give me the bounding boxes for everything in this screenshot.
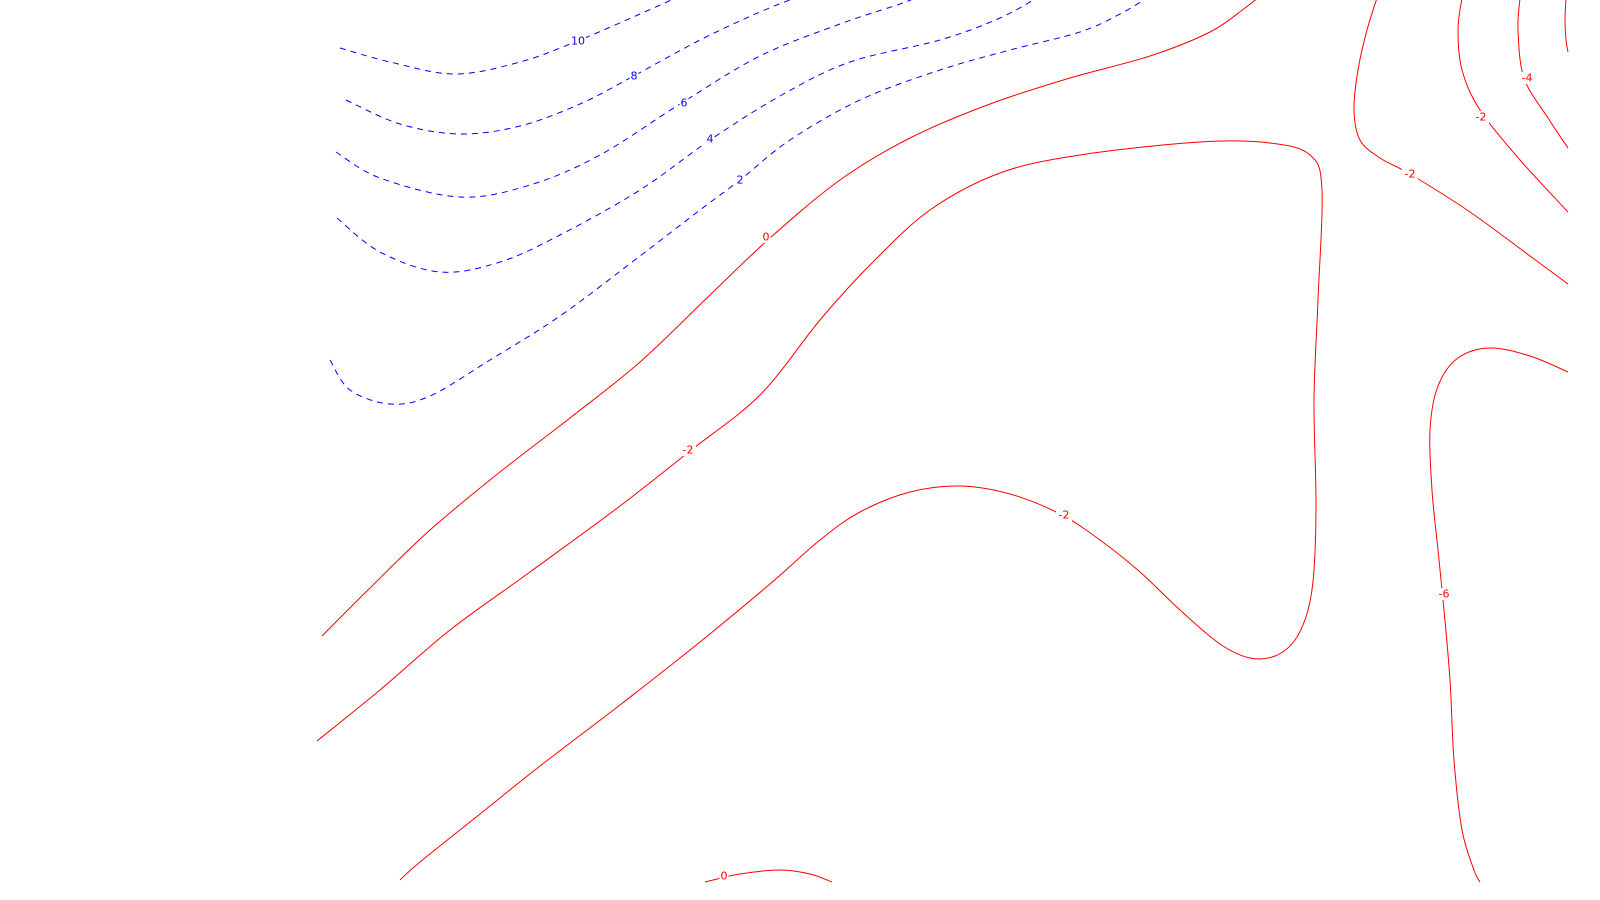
contour-label: 6 (681, 97, 688, 110)
contour-lines (316, 0, 1569, 883)
contour-line-level-minus-6 (1564, 0, 1569, 53)
contour-label-background (735, 174, 745, 186)
contour-label: -2 (1059, 509, 1070, 522)
contour-label: 0 (763, 231, 770, 244)
contour-label-background (1402, 168, 1418, 180)
contour-line-level-10 (339, 0, 673, 75)
contour-line-level-0 (1429, 347, 1569, 883)
contour-line-level-minus-2 (1353, 0, 1569, 285)
contour-label-background (680, 444, 696, 456)
contour-label-background (679, 97, 689, 109)
contour-label: -2 (1405, 168, 1416, 181)
contour-label: -2 (683, 444, 694, 457)
contour-label: 4 (707, 133, 714, 146)
contour-label-background (705, 133, 715, 145)
contour-label-background (1473, 111, 1489, 123)
contour-line-level-4 (336, 0, 1035, 273)
contour-label: -6 (1439, 588, 1450, 601)
contour-label: -4 (1522, 72, 1533, 85)
contour-label-background (629, 70, 639, 82)
contour-line-level-8 (345, 0, 792, 135)
contour-label-background (1519, 72, 1535, 84)
contour-label: 8 (631, 70, 638, 83)
contour-label-background (719, 870, 729, 882)
contour-line-level-minus-2 (316, 140, 1323, 881)
contour-line-level-minus-4 (1457, 0, 1569, 213)
contour-label: 0 (721, 870, 728, 883)
contour-labels: 10 8 6 4 2 0 -2 -2 -2 -2 -4 -6 0 (570, 35, 1535, 883)
contour-label-background (761, 231, 771, 243)
contour-label-background (570, 35, 586, 47)
contour-line-level-2 (329, 0, 1145, 405)
contour-label: -2 (1476, 111, 1487, 124)
contour-label: 10 (571, 35, 585, 48)
contour-label: 2 (737, 174, 744, 187)
contour-label-background (1436, 588, 1452, 600)
contour-line-level-6 (335, 0, 912, 198)
contour-label-background (1056, 509, 1072, 521)
contour-line-level-0 (321, 0, 1257, 637)
